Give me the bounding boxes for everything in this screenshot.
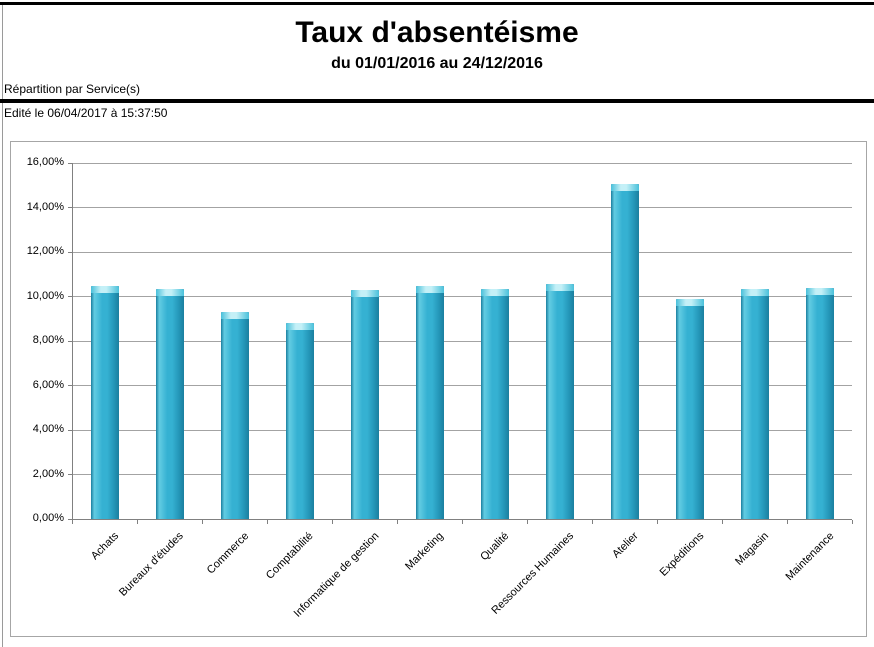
y-gridline xyxy=(72,474,852,475)
bar-commerce xyxy=(220,312,249,519)
header-divider-rule xyxy=(0,99,874,103)
bar-atelier xyxy=(610,184,639,519)
y-axis-tick xyxy=(68,162,72,164)
bar-ressources-humaines xyxy=(545,284,574,519)
y-gridline xyxy=(72,162,852,164)
y-gridline xyxy=(72,429,852,431)
x-category-label: Achats xyxy=(88,530,121,563)
x-category-label: Qualité xyxy=(477,530,511,564)
y-axis-tick xyxy=(68,296,72,297)
chart-container: 0,00% 2,00% 4,00% 6,00% 8,00% 10,00% 12,00% 14,… xyxy=(10,141,867,637)
bar-informatique-de-gestion xyxy=(350,289,379,519)
x-category-label: Expéditions xyxy=(657,530,706,579)
y-tick-label: 12,00% xyxy=(26,245,64,257)
bar-top-highlight xyxy=(350,289,379,297)
bar-top-highlight xyxy=(415,286,444,294)
y-tick-label: 16,00% xyxy=(26,156,64,168)
x-category-label: Magasin xyxy=(733,530,771,568)
bar-maintenance xyxy=(805,287,834,519)
y-tick-label: 4,00% xyxy=(32,423,64,435)
y-axis-tick xyxy=(68,518,72,520)
x-category-label: Maintenance xyxy=(782,530,836,584)
bar-marketing xyxy=(415,286,444,519)
bar-comptabilit- xyxy=(285,323,314,519)
y-axis-tick xyxy=(68,251,72,253)
x-category-label: Atelier xyxy=(610,530,641,561)
y-axis-tick xyxy=(68,385,72,386)
x-axis-tick xyxy=(592,520,593,524)
bar-top-highlight xyxy=(480,288,509,296)
y-gridline xyxy=(72,340,852,342)
x-category-label: Comptabilité xyxy=(264,530,316,582)
y-gridline xyxy=(72,251,852,253)
x-axis-tick xyxy=(267,520,268,524)
y-axis-tick xyxy=(68,474,72,475)
y-tick-label: 6,00% xyxy=(32,378,64,391)
x-category-label: Bureaux d'études xyxy=(117,530,186,599)
x-axis-tick xyxy=(527,520,528,524)
x-axis-line xyxy=(72,519,852,520)
page-left-border xyxy=(2,5,3,647)
y-tick-label: 8,00% xyxy=(32,334,64,346)
y-tick-label: 14,00% xyxy=(26,200,64,213)
x-axis-tick xyxy=(722,520,723,524)
report-edited-timestamp: Edité le 06/04/2017 à 15:37:50 xyxy=(4,106,168,120)
y-axis-tick xyxy=(68,340,72,342)
bar-top-highlight xyxy=(610,184,639,192)
x-axis-tick xyxy=(137,520,138,524)
bar-top-highlight xyxy=(545,284,574,292)
y-axis-tick xyxy=(68,429,72,431)
report-title: Taux d'absentéisme xyxy=(295,16,579,49)
y-gridline xyxy=(72,296,852,297)
bar-qualit- xyxy=(480,288,509,519)
y-gridline xyxy=(72,385,852,386)
bar-top-highlight xyxy=(90,286,119,294)
y-tick-label: 0,00% xyxy=(32,512,64,524)
y-tick-label: 2,00% xyxy=(32,467,64,480)
x-axis-tick xyxy=(202,520,203,524)
bar-chart: 0,00% 2,00% 4,00% 6,00% 8,00% 10,00% 12,00% 14,… xyxy=(11,142,866,636)
y-gridline xyxy=(72,207,852,208)
bar-top-highlight xyxy=(220,312,249,320)
bar-top-highlight xyxy=(675,298,704,306)
x-axis-tick xyxy=(397,520,398,524)
x-category-label: Commerce xyxy=(204,530,251,577)
x-axis-tick xyxy=(787,520,788,524)
x-axis-tick xyxy=(332,520,333,524)
report-subtitle: du 01/01/2016 au 24/12/2016 xyxy=(331,55,543,72)
bar-bureaux-d-tudes xyxy=(155,288,184,519)
bar-top-highlight xyxy=(805,287,834,295)
bar-top-highlight xyxy=(740,288,769,296)
y-axis-line xyxy=(72,163,73,519)
y-axis-tick xyxy=(68,207,72,208)
report-section-label: Répartition par Service(s) xyxy=(4,82,141,96)
x-axis-tick xyxy=(462,520,463,524)
x-axis-tick xyxy=(72,520,73,524)
x-axis-tick xyxy=(657,520,658,524)
bar-top-highlight xyxy=(155,288,184,296)
bar-achats xyxy=(90,286,119,519)
x-category-label: Marketing xyxy=(403,530,446,573)
x-axis-tick xyxy=(852,520,853,524)
y-tick-label: 10,00% xyxy=(26,289,64,302)
page-top-border xyxy=(0,2,874,5)
bar-magasin xyxy=(740,288,769,519)
bar-top-highlight xyxy=(285,323,314,331)
bar-exp-ditions xyxy=(675,298,704,519)
